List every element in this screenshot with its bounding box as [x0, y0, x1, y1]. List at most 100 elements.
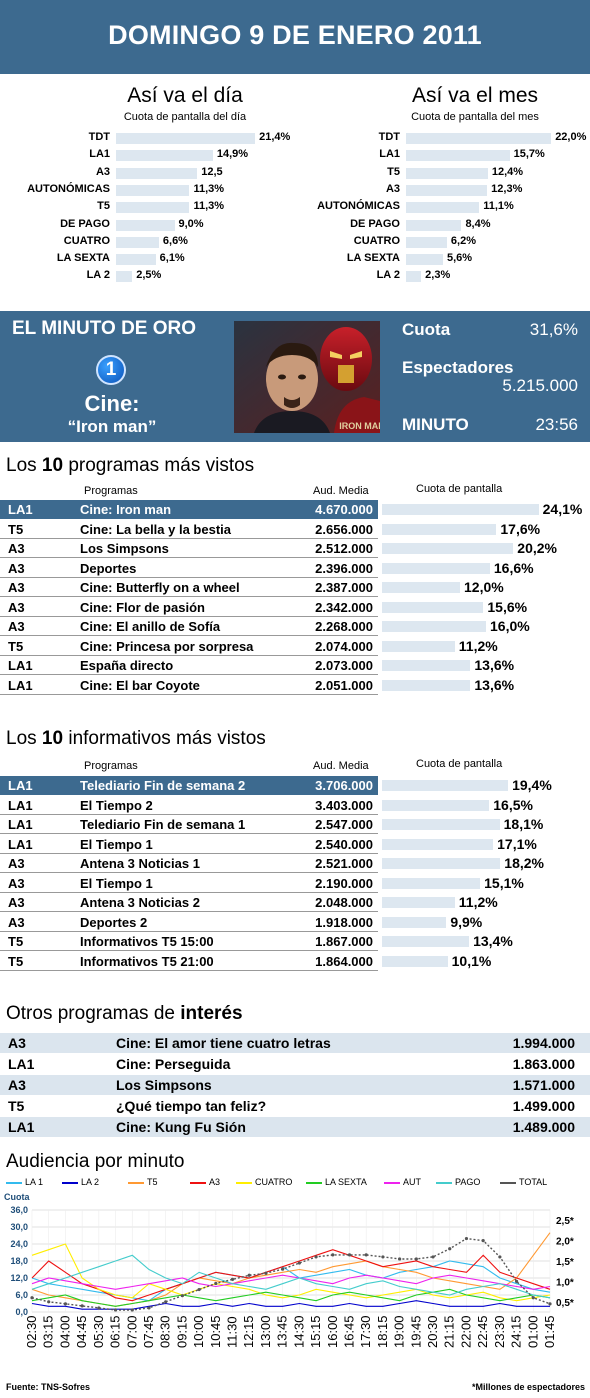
row-audience: 2.512.000 [315, 541, 373, 556]
programas-row: A3 Cine: Flor de pasión 2.342.000 [0, 598, 378, 617]
row-channel: T5 [8, 934, 24, 949]
x-tick-label: 16:00 [325, 1315, 340, 1348]
mes-bar [406, 202, 480, 214]
mes-bar [406, 133, 552, 144]
dia-label: LA1 [89, 148, 110, 161]
row-channel: LA1 [8, 502, 33, 517]
x-tick-label: 17:30 [358, 1315, 373, 1348]
x-tick-label: 24:15 [509, 1315, 524, 1348]
legend-item: PAGO [436, 1177, 480, 1187]
y-tick-label: 36,0 [10, 1205, 28, 1215]
cuota-value: 31,6% [529, 320, 578, 339]
share-value: 15,6% [487, 598, 528, 615]
mes-label: LA1 [379, 148, 400, 161]
informativos-col-programas: Programas [84, 760, 138, 772]
total-point [197, 1287, 201, 1292]
row-audience: 4.670.000 [315, 502, 373, 517]
programas-row: T5 Cine: Princesa por sorpresa 2.074.000 [0, 637, 378, 656]
y-tick-label: 0,0 [15, 1307, 28, 1317]
mes-label: AUTONÓMICAS [317, 200, 400, 213]
y2-tick-label: 2,0* [556, 1237, 574, 1248]
row-program: El Tiempo 1 [80, 875, 153, 891]
share-value: 12,0% [464, 579, 504, 595]
mes-value: 5,6% [446, 252, 473, 265]
total-point [514, 1279, 519, 1283]
dia-value: 21,4% [259, 131, 291, 143]
row-program: Deportes [80, 560, 137, 576]
legend-swatch [384, 1181, 400, 1184]
dia-value: 6,6% [162, 234, 188, 247]
programas-row: A3 Cine: El anillo de Sofía 2.268.000 [0, 617, 378, 636]
dia-bar [116, 202, 190, 214]
legend-label: PAGO [455, 1177, 481, 1187]
row-audience: 2.051.000 [315, 677, 373, 693]
share-bar [382, 955, 448, 967]
dia-bar [116, 254, 156, 266]
series-line [31, 1300, 550, 1310]
share-bar [382, 936, 470, 947]
row-program: Cine: El bar Coyote [80, 677, 200, 693]
total-point [364, 1253, 368, 1257]
row-program: Telediario Fin de semana 2 [80, 778, 246, 793]
legend-swatch [6, 1181, 22, 1184]
total-point [130, 1308, 134, 1312]
mes-label: CUATRO [353, 234, 400, 247]
row-channel: LA1 [8, 797, 33, 813]
legend-label: LA SEXTA [325, 1177, 367, 1187]
y2-tick-label: 1,0* [556, 1277, 574, 1288]
x-tick-label: 07:45 [141, 1315, 156, 1348]
share-value: 17,6% [500, 520, 541, 537]
row-program: Cine: La bella y la bestia [80, 521, 231, 537]
dia-bar [116, 184, 190, 196]
x-tick-label: 13:00 [258, 1315, 273, 1348]
informativos-row: LA1 El Tiempo 1 2.540.000 [0, 835, 378, 854]
row-audience: 2.387.000 [315, 580, 373, 595]
informativos-row: A3 Antena 3 Noticias 2 2.048.000 [0, 893, 378, 912]
row-audience: 1.863.000 [512, 1056, 575, 1072]
programas-row: LA1 España directo 2.073.000 [0, 656, 378, 675]
programas-row: T5 Cine: La bella y la bestia 2.656.000 [0, 520, 378, 539]
espectadores-label: Espectadores [402, 358, 514, 377]
informativos-row: T5 Informativos T5 21:00 1.864.000 [0, 952, 378, 971]
channel-logo-icon: 1 [96, 355, 126, 385]
legend-label: CUATRO [255, 1177, 293, 1187]
mes-label: T5 [387, 165, 400, 178]
share-value: 18,1% [503, 816, 544, 832]
share-bar [382, 819, 500, 830]
x-tick-label: 13:45 [275, 1315, 290, 1348]
total-point [331, 1253, 335, 1257]
row-channel: A3 [8, 1035, 26, 1051]
chart-ylabel: Cuota [4, 1192, 30, 1202]
legend-swatch [190, 1181, 206, 1184]
row-channel: LA1 [8, 836, 33, 852]
x-tick-label: 19:00 [392, 1315, 407, 1348]
row-program: España directo [80, 658, 174, 673]
page-title: DOMINGO 9 DE ENERO 2011 [108, 20, 482, 50]
share-value: 16,0% [490, 618, 530, 634]
row-channel: A3 [8, 541, 25, 556]
legend-swatch [436, 1181, 452, 1184]
row-audience: 2.656.000 [315, 521, 373, 537]
dia-title: Así va el día [127, 84, 243, 107]
row-program: Telediario Fin de semana 1 [80, 817, 246, 832]
row-program: Deportes 2 [80, 914, 148, 930]
share-bar [382, 838, 494, 850]
total-point [230, 1277, 235, 1281]
mes-label: LA 2 [376, 269, 400, 282]
legend-label: TOTAL [519, 1177, 548, 1187]
legend-swatch [500, 1181, 516, 1184]
row-program: Informativos T5 21:00 [80, 953, 214, 969]
row-program: Los Simpsons [116, 1077, 212, 1093]
row-channel: LA1 [8, 1119, 35, 1135]
share-bar [382, 780, 509, 791]
legend-label: A3 [209, 1177, 221, 1187]
total-point [548, 1302, 552, 1306]
row-channel: A3 [8, 619, 25, 634]
row-audience: 2.540.000 [315, 836, 373, 852]
minuto-label: MINUTO [402, 415, 469, 434]
total-point [414, 1257, 418, 1261]
dia-label: LA SEXTA [56, 252, 110, 265]
y2-tick-label: 2,5* [556, 1216, 574, 1227]
row-channel: A3 [8, 599, 25, 615]
mes-bar [406, 219, 462, 231]
